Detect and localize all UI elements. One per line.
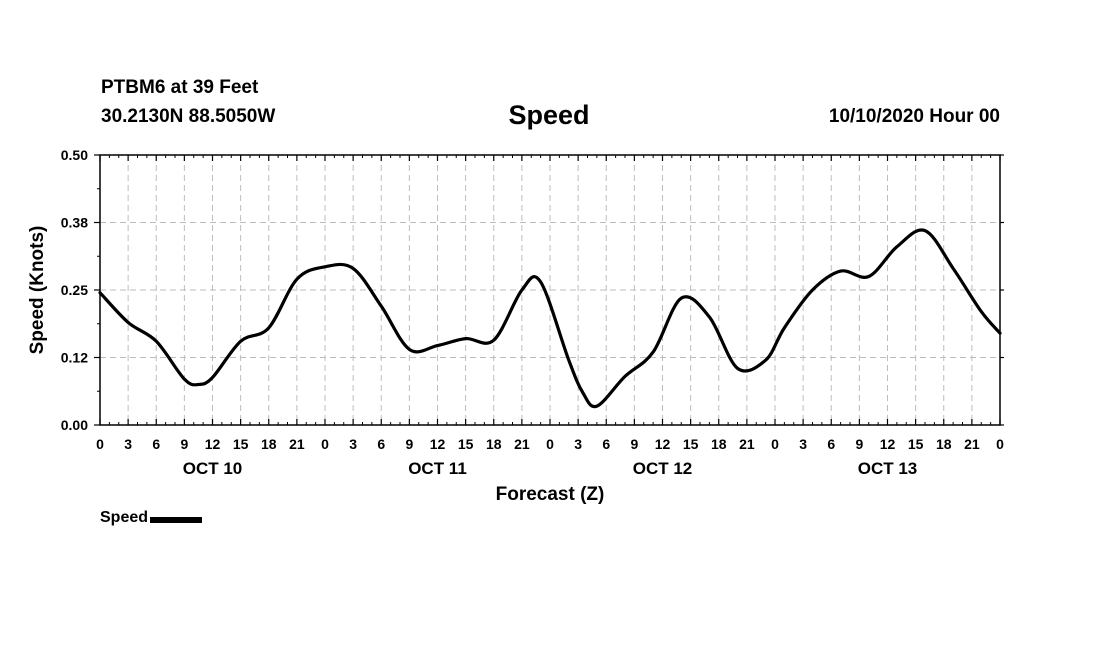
x-tick-label: 3 [349, 436, 357, 452]
x-tick-label: 15 [458, 436, 474, 452]
x-tick-label: 0 [771, 436, 779, 452]
x-tick-label: 3 [124, 436, 132, 452]
x-axis-label: Forecast (Z) [496, 484, 605, 505]
x-tick-label: 12 [430, 436, 446, 452]
x-tick-label: 21 [964, 436, 980, 452]
x-tick-label: 0 [996, 436, 1004, 452]
x-tick-label: 15 [683, 436, 699, 452]
x-tick-label: 6 [152, 436, 160, 452]
day-label: OCT 13 [858, 459, 918, 478]
x-tick-label: 6 [827, 436, 835, 452]
day-label: OCT 10 [183, 459, 243, 478]
y-tick-label: 0.50 [61, 147, 88, 163]
x-tick-label: 18 [261, 436, 277, 452]
x-tick-label: 6 [377, 436, 385, 452]
x-tick-label: 9 [855, 436, 863, 452]
x-tick-label: 21 [514, 436, 530, 452]
chart-title: Speed [508, 100, 590, 130]
x-tick-label: 21 [739, 436, 755, 452]
y-tick-label: 0.00 [61, 417, 88, 433]
x-tick-label: 18 [486, 436, 502, 452]
x-tick-label: 9 [630, 436, 638, 452]
x-tick-label: 9 [405, 436, 413, 452]
coordinates-label: 30.2130N 88.5050W [101, 106, 276, 127]
y-tick-label: 0.38 [61, 215, 88, 231]
x-tick-label: 15 [908, 436, 924, 452]
legend-swatch [150, 516, 203, 523]
series-layer [98, 228, 1002, 409]
day-label: OCT 11 [408, 459, 467, 478]
station-label: PTBM6 at 39 Feet [101, 77, 259, 98]
legend-label: Speed [100, 509, 149, 526]
x-tick-label: 3 [799, 436, 807, 452]
grid-lines [100, 155, 1000, 425]
y-axis-label: Speed (Knots) [27, 226, 48, 355]
x-tick-label: 6 [602, 436, 610, 452]
x-tick-label: 3 [574, 436, 582, 452]
y-tick-label: 0.12 [61, 350, 88, 366]
legend: Speed [100, 509, 203, 527]
x-tick-label: 18 [711, 436, 727, 452]
x-tick-label: 0 [546, 436, 554, 452]
x-tick-label: 12 [880, 436, 896, 452]
speed-series-line [98, 228, 1002, 409]
x-tick-label: 12 [655, 436, 671, 452]
forecast-datetime: 10/10/2020 Hour 00 [828, 106, 1000, 127]
x-tick-label: 12 [205, 436, 221, 452]
day-label: OCT 12 [633, 459, 693, 478]
x-tick-label: 21 [289, 436, 305, 452]
x-tick-label: 0 [321, 436, 329, 452]
x-tick-label: 18 [936, 436, 952, 452]
x-tick-label: 15 [233, 436, 249, 452]
x-tick-label: 0 [96, 436, 104, 452]
x-tick-label: 9 [180, 436, 188, 452]
y-tick-label: 0.25 [61, 282, 88, 298]
axis-layer: 0 3 6 9 12 15 18 21 0 3 6 9 12 15 18 21 0 3 6 9 12 15 18 21 0 3 6 9… [61, 147, 1004, 478]
